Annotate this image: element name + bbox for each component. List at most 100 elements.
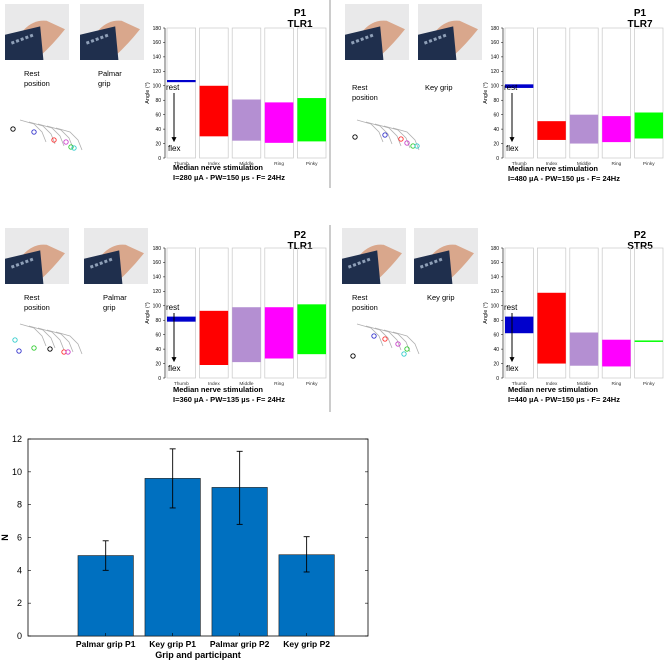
x-tick-label: Ring <box>611 161 621 167</box>
marker-circle <box>404 140 410 146</box>
y-axis-label: N <box>0 534 10 541</box>
x-tick-label: Pinky <box>643 381 655 387</box>
annotation-flex: flex <box>168 144 180 153</box>
orthosis-strap <box>347 257 372 269</box>
y-tick-label: 120 <box>153 69 162 75</box>
range-bar-ring <box>602 116 631 143</box>
finger-column <box>601 27 631 159</box>
finger-trace <box>19 323 47 347</box>
panel-participant: P1 <box>634 8 647 19</box>
y-tick-label: 140 <box>491 275 500 281</box>
finger-trace <box>37 327 65 351</box>
y-tick-label: 20 <box>155 361 161 367</box>
x-tick-label: Thumb <box>174 381 189 387</box>
annotation-arrowhead <box>509 357 515 363</box>
y-tick-label: 10 <box>12 467 22 477</box>
annotation-rest: rest <box>504 303 518 312</box>
y-tick-label: 4 <box>17 565 22 575</box>
y-tick-label: 40 <box>493 347 499 353</box>
x-axis-label: Grip and participant <box>155 650 241 660</box>
orthosis-strap <box>10 257 35 269</box>
photo-label: Rest <box>24 69 40 78</box>
marker-circle <box>395 341 401 347</box>
range-bar-pinky <box>297 304 326 355</box>
x-tick-label: Ring <box>611 381 621 387</box>
y-tick-label: 140 <box>491 55 500 61</box>
annotation-arrowhead <box>171 357 177 363</box>
y-tick-label: 0 <box>158 156 161 162</box>
finger-column <box>264 27 294 159</box>
marker-circle <box>71 145 77 151</box>
annotation-arrowhead <box>171 137 177 143</box>
orthosis-shape <box>414 250 453 284</box>
photo-label: Rest <box>352 83 368 92</box>
finger-trace <box>55 127 83 151</box>
range-bar-middle <box>569 332 599 366</box>
y-tick-label: 0 <box>17 631 22 641</box>
orthosis-shape <box>342 250 381 284</box>
y-tick-label: 160 <box>491 260 500 266</box>
y-tick-label: 40 <box>155 347 161 353</box>
marker-circle <box>382 336 388 342</box>
stim-title: Median nerve stimulation <box>173 385 263 394</box>
y-tick-label: 180 <box>153 246 162 252</box>
panel-electrode: STR5 <box>627 241 653 252</box>
finger-trace <box>392 331 420 355</box>
annotation-flex: flex <box>506 144 518 153</box>
finger-trace <box>374 327 402 351</box>
marker-circle <box>51 137 57 143</box>
orthosis-strap <box>10 33 35 45</box>
photo-label: Rest <box>24 293 40 302</box>
finger-column <box>504 27 534 159</box>
range-bar-middle <box>569 114 599 144</box>
panel-participant: P1 <box>294 8 307 19</box>
x-tick-label: Index <box>546 381 558 387</box>
stim-params: I=360 µA - PW=135 µs - F= 24Hz <box>173 395 285 404</box>
force-bar-chart: 0 2 4 6 8 10 12 N Palmar grip P1 Key grip P1 Palma… <box>0 434 369 660</box>
y-axis-label: Angle (°) <box>145 302 151 324</box>
y-tick-label: 80 <box>155 98 161 104</box>
range-bar-ring <box>602 339 631 367</box>
range-bar-middle <box>232 99 261 141</box>
y-tick-label: 40 <box>493 127 499 133</box>
y-tick-label: 60 <box>493 332 499 338</box>
range-bar-pinky <box>297 98 326 142</box>
stim-title: Median nerve stimulation <box>173 163 263 172</box>
panel-electrode: TLR1 <box>288 19 313 30</box>
marker-circle <box>398 136 404 142</box>
photo-label: Palmar <box>98 69 122 78</box>
photo-label: grip <box>98 79 111 88</box>
finger-trace <box>46 125 74 149</box>
y-tick-label: 40 <box>155 127 161 133</box>
finger-trace <box>28 325 56 349</box>
annotation-rest: rest <box>166 83 180 92</box>
y-tick-label: 8 <box>17 500 22 510</box>
x-tick-label: Pinky <box>643 161 655 167</box>
finger-trace <box>365 325 393 349</box>
range-bar-thumb <box>505 84 534 88</box>
finger-trace <box>19 119 47 143</box>
x-tick-label: Index <box>208 381 220 387</box>
panel-participant: P2 <box>634 230 647 241</box>
photo-label: position <box>352 93 378 102</box>
orthosis-shape <box>80 26 119 60</box>
marker-circle <box>31 129 37 135</box>
y-tick-label: 160 <box>491 40 500 46</box>
x-tick-label: Key grip P1 <box>149 639 196 649</box>
orthosis-shape <box>5 26 44 60</box>
stim-title: Median nerve stimulation <box>508 164 598 173</box>
range-bar-pinky <box>634 340 663 342</box>
y-tick-label: 60 <box>155 112 161 118</box>
range-bar-ring <box>264 307 294 359</box>
orthosis-strap <box>423 33 448 45</box>
finger-trace <box>55 331 83 355</box>
x-tick-label: Middle <box>239 161 253 167</box>
finger-column <box>537 27 567 159</box>
finger-column <box>231 27 262 159</box>
finger-column <box>569 247 599 379</box>
y-tick-label: 60 <box>155 332 161 338</box>
marker-circle <box>16 348 22 354</box>
stim-params: I=440 µA - PW=150 µs - F= 24Hz <box>508 395 620 404</box>
marker-circle <box>350 353 356 359</box>
